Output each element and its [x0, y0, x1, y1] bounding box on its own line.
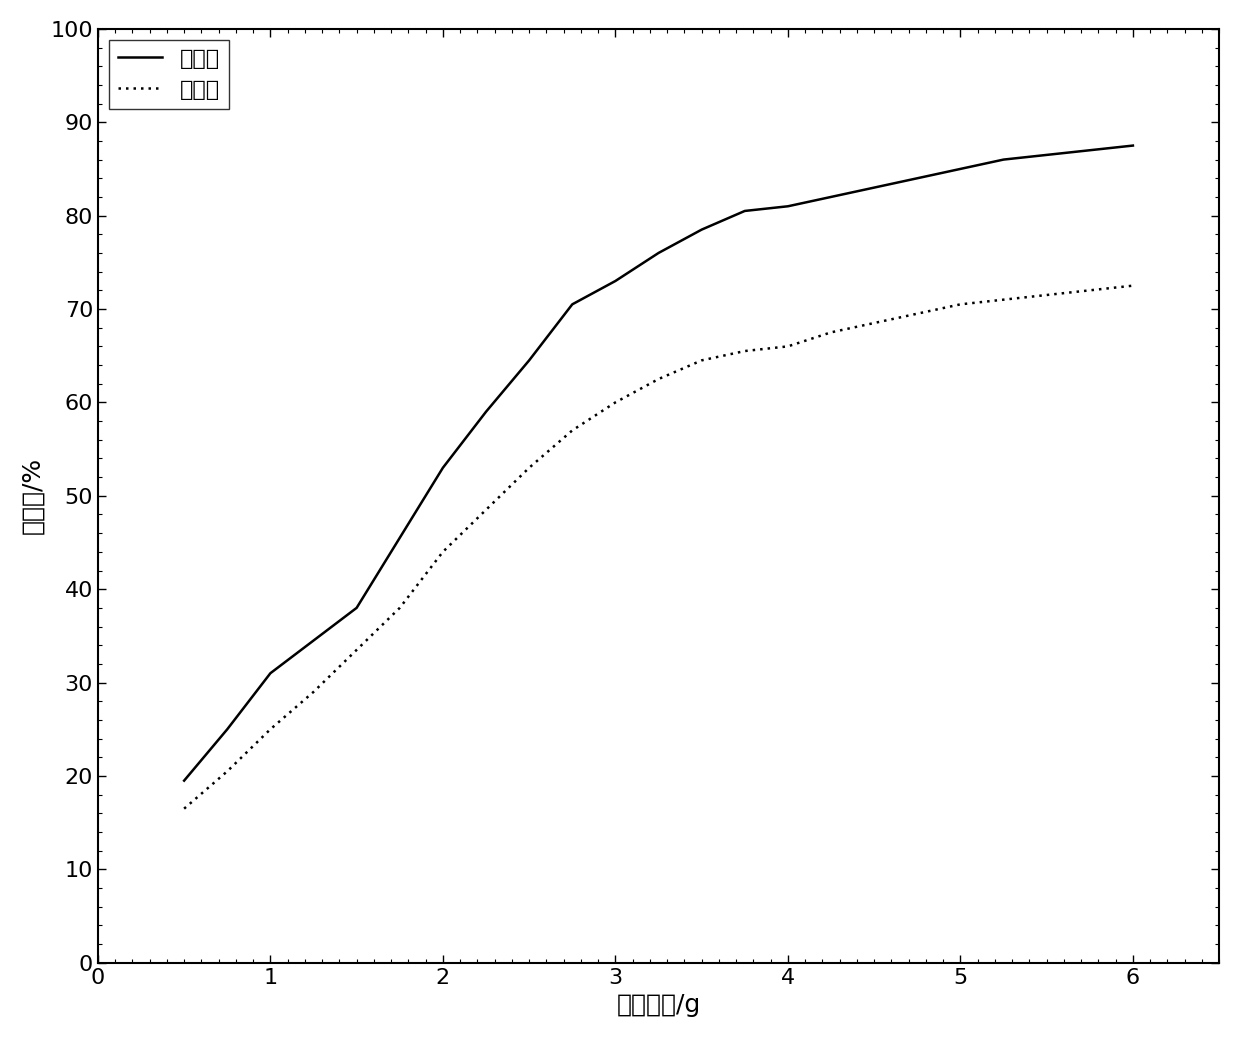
沉清汁 [392, 531, 407, 544]
X-axis label: 纤维用量/g: 纤维用量/g [616, 993, 701, 1017]
混清汁 [219, 765, 234, 777]
沉清汁 [522, 354, 537, 366]
混清汁 [867, 317, 882, 329]
Legend: 沉清汁, 混清汁: 沉清汁, 混清汁 [109, 39, 229, 109]
混清汁 [608, 397, 622, 409]
混清汁 [910, 307, 925, 320]
混清汁 [954, 298, 968, 310]
沉清汁 [219, 723, 234, 736]
沉清汁 [479, 406, 494, 418]
沉清汁 [263, 667, 278, 680]
混清汁 [306, 686, 321, 699]
沉清汁 [435, 462, 450, 474]
沉清汁 [1083, 144, 1097, 157]
沉清汁 [694, 223, 709, 236]
混清汁 [565, 425, 580, 437]
混清汁 [1126, 279, 1141, 292]
混清汁 [263, 723, 278, 736]
Line: 混清汁: 混清汁 [184, 285, 1133, 809]
Y-axis label: 脱色率/%: 脱色率/% [21, 457, 45, 535]
混清汁 [176, 802, 191, 815]
混清汁 [996, 294, 1011, 306]
沉清汁 [1039, 148, 1054, 161]
混清汁 [694, 354, 709, 366]
沉清汁 [823, 191, 838, 203]
沉清汁 [176, 774, 191, 787]
混清汁 [651, 373, 666, 385]
沉清汁 [565, 298, 580, 310]
沉清汁 [738, 204, 753, 217]
混清汁 [1039, 289, 1054, 301]
沉清汁 [780, 200, 795, 213]
混清汁 [738, 345, 753, 357]
沉清汁 [867, 182, 882, 194]
混清汁 [479, 503, 494, 516]
沉清汁 [1126, 139, 1141, 152]
沉清汁 [350, 602, 365, 614]
混清汁 [392, 602, 407, 614]
沉清汁 [910, 172, 925, 185]
混清汁 [823, 326, 838, 338]
沉清汁 [608, 275, 622, 288]
沉清汁 [954, 163, 968, 175]
沉清汁 [996, 154, 1011, 166]
沉清汁 [651, 247, 666, 260]
混清汁 [1083, 284, 1097, 297]
混清汁 [780, 340, 795, 353]
混清汁 [522, 462, 537, 474]
沉清汁 [306, 634, 321, 647]
混清汁 [435, 546, 450, 558]
Line: 沉清汁: 沉清汁 [184, 145, 1133, 781]
混清汁 [350, 644, 365, 656]
